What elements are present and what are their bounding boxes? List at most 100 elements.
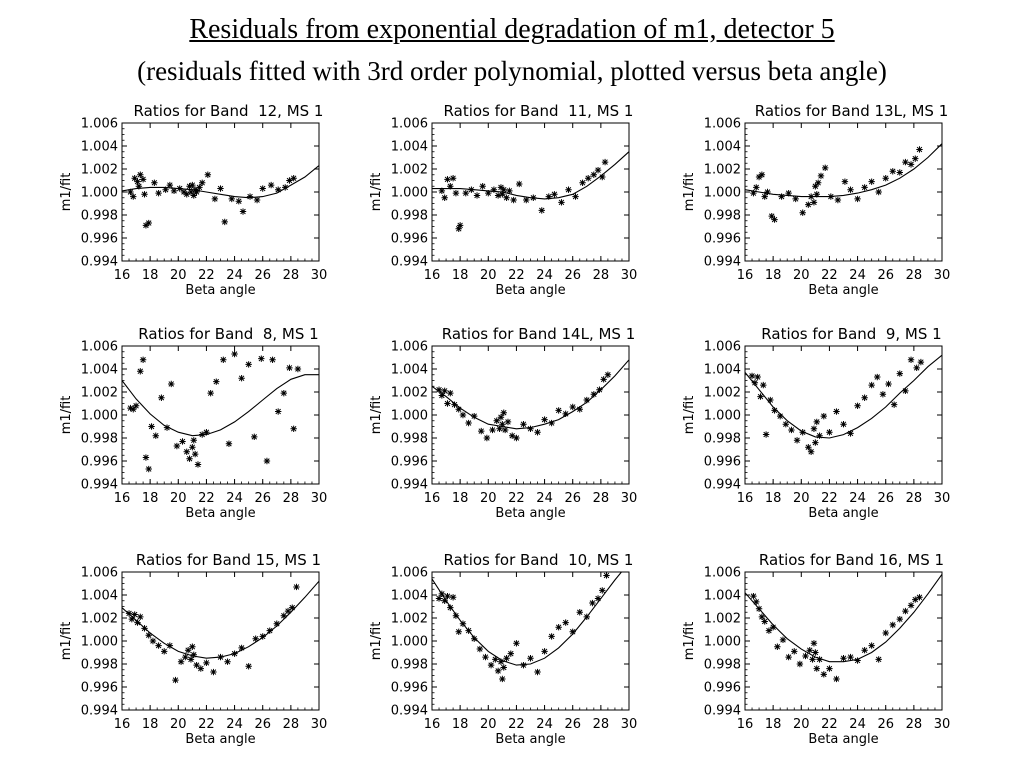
data-point xyxy=(599,587,606,594)
data-point xyxy=(152,432,159,439)
data-point xyxy=(456,222,464,229)
data-point xyxy=(455,628,462,635)
plot-frame xyxy=(744,122,943,262)
data-point xyxy=(907,356,915,363)
data-point xyxy=(812,649,819,656)
x-axis-label: Beta angle xyxy=(808,506,878,521)
data-point xyxy=(791,648,798,655)
y-tick-label: 1.006 xyxy=(391,340,428,355)
data-point xyxy=(889,621,896,629)
data-point xyxy=(834,196,842,204)
data-point xyxy=(471,412,478,420)
data-point xyxy=(785,189,792,197)
data-point xyxy=(168,380,175,388)
data-point xyxy=(499,675,506,683)
data-point xyxy=(793,437,801,444)
y-tick-label: 1.000 xyxy=(391,635,428,650)
data-point xyxy=(132,402,140,409)
data-point xyxy=(879,391,887,398)
data-point xyxy=(761,193,768,200)
data-point xyxy=(534,668,541,676)
chart-panel-5: Ratios for Band 14L, MS 1 16 18 20 22 24 26 28 3… xyxy=(369,325,637,521)
data-point xyxy=(139,356,147,363)
data-point xyxy=(273,620,280,627)
data-point xyxy=(558,199,565,206)
x-tick-label: 16 xyxy=(737,717,754,732)
data-point xyxy=(189,444,196,451)
chart-title: Ratios for Band 16, MS 1 xyxy=(759,551,944,569)
data-point xyxy=(199,431,206,438)
data-point xyxy=(896,615,903,623)
data-point xyxy=(228,195,235,203)
data-point xyxy=(444,176,451,183)
data-point xyxy=(274,408,282,415)
data-point xyxy=(210,668,217,676)
data-point xyxy=(805,444,812,451)
data-point xyxy=(239,208,247,215)
data-point xyxy=(451,401,458,408)
data-point xyxy=(764,188,771,196)
y-tick-label: 1.006 xyxy=(81,117,118,132)
data-point xyxy=(435,386,443,393)
data-point xyxy=(902,387,909,395)
y-tick-label: 1.000 xyxy=(391,186,428,201)
data-point xyxy=(217,185,224,192)
fit-curve xyxy=(432,151,629,200)
y-tick-label: 0.996 xyxy=(704,455,741,470)
data-point xyxy=(289,604,296,611)
data-point xyxy=(189,181,196,189)
y-tick-label: 0.998 xyxy=(391,209,428,224)
data-point xyxy=(204,171,212,178)
data-point xyxy=(203,429,210,436)
data-point xyxy=(516,180,523,188)
data-point xyxy=(807,193,815,200)
y-tick-label: 1.004 xyxy=(704,140,741,155)
data-point xyxy=(583,396,590,404)
data-point xyxy=(235,198,242,205)
data-point xyxy=(799,429,806,436)
data-point xyxy=(796,660,804,668)
chart-title: Ratios for Band 13L, MS 1 xyxy=(755,102,949,120)
data-point xyxy=(500,409,507,416)
y-tick-label: 0.998 xyxy=(704,432,741,447)
data-point xyxy=(259,185,266,192)
y-tick-label: 1.000 xyxy=(704,635,741,650)
data-point xyxy=(145,219,152,227)
data-point xyxy=(459,411,467,419)
data-point xyxy=(137,613,144,621)
data-point xyxy=(868,178,875,185)
data-point xyxy=(125,610,133,617)
data-point xyxy=(207,389,214,397)
data-point xyxy=(913,364,920,372)
data-point xyxy=(221,218,228,226)
data-point xyxy=(489,426,496,434)
data-point xyxy=(465,419,472,427)
x-tick-label: 24 xyxy=(226,717,243,732)
data-point xyxy=(847,653,854,661)
data-point xyxy=(750,592,757,600)
data-point xyxy=(527,425,534,432)
x-tick-label: 30 xyxy=(311,268,328,283)
data-point xyxy=(816,656,823,663)
data-point xyxy=(492,656,499,663)
data-point xyxy=(142,454,150,461)
x-tick-label: 22 xyxy=(508,268,525,283)
data-point xyxy=(565,186,572,193)
data-point xyxy=(782,421,790,428)
x-tick-label: 28 xyxy=(906,491,923,506)
plot-frame xyxy=(744,571,943,711)
data-point xyxy=(583,613,590,621)
data-point xyxy=(130,406,137,413)
data-point xyxy=(196,184,203,191)
y-tick-label: 0.994 xyxy=(391,478,428,493)
data-point xyxy=(810,640,818,647)
plot-frame xyxy=(121,122,320,262)
y-tick-label: 1.006 xyxy=(81,566,118,581)
data-point xyxy=(199,179,206,186)
data-point xyxy=(907,161,915,168)
x-tick-label: 30 xyxy=(621,268,638,283)
y-tick-label: 0.998 xyxy=(391,658,428,673)
data-point xyxy=(520,421,527,428)
x-tick-label: 20 xyxy=(793,717,810,732)
x-tick-label: 30 xyxy=(311,491,328,506)
